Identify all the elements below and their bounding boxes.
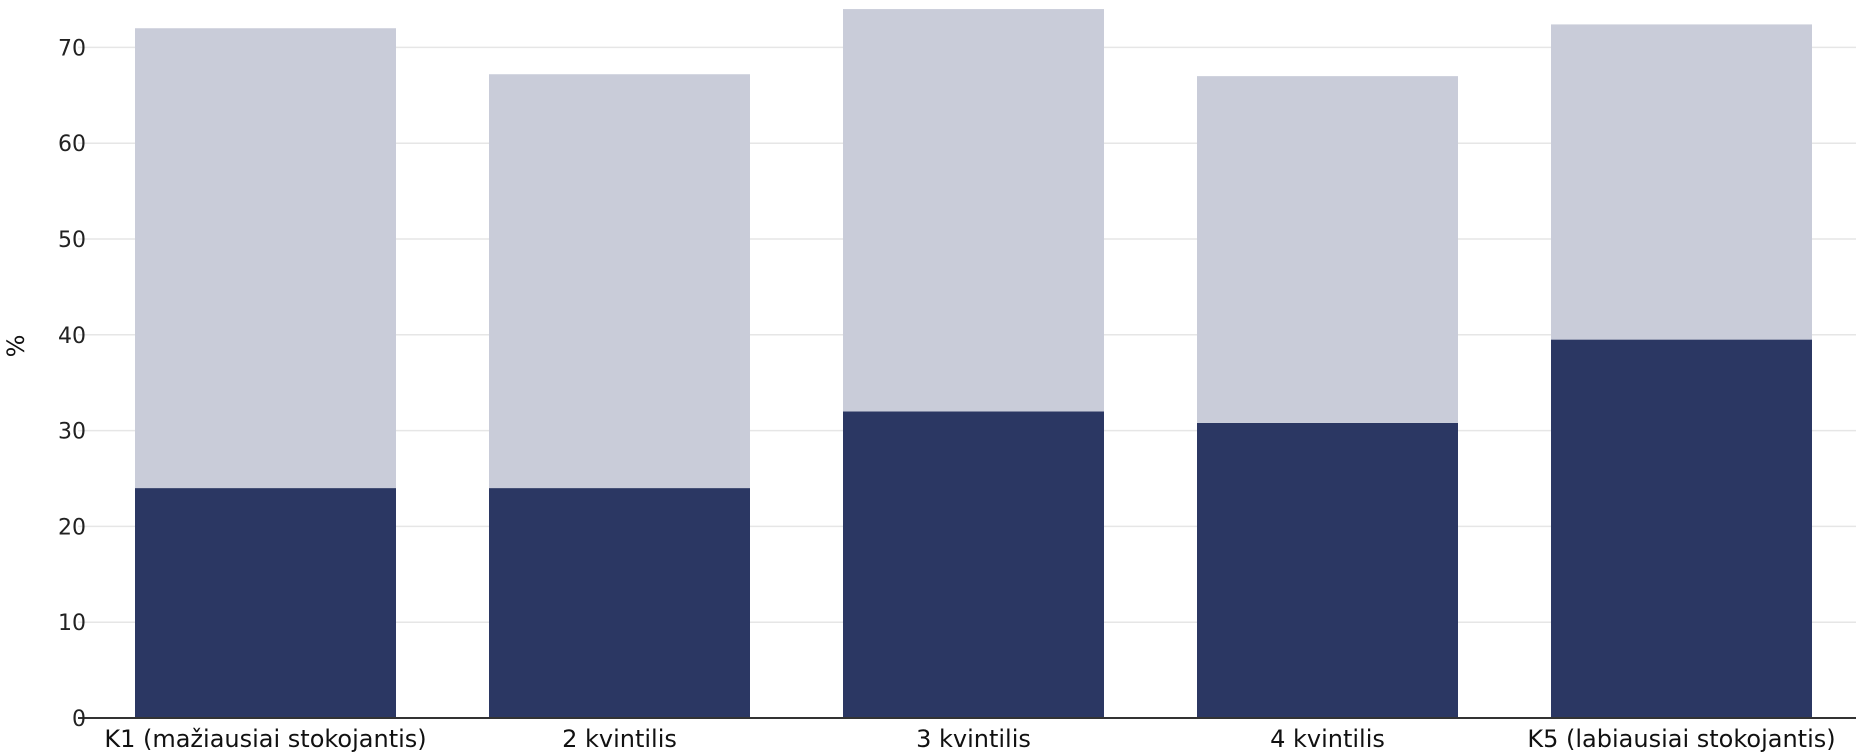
bar-segment-2 <box>489 74 750 489</box>
bar-segment-1 <box>135 488 396 718</box>
y-tick-label: 70 <box>58 36 86 61</box>
bar-segment-2 <box>843 9 1104 412</box>
x-category-label: K1 (mažiausiai stokojantis) <box>104 725 426 753</box>
y-tick-label: 0 <box>72 707 86 732</box>
x-axis-ticks: K1 (mažiausiai stokojantis) 2 kvintilis 3 … <box>104 725 1835 753</box>
bar-segment-1 <box>1551 339 1812 718</box>
x-category-label: 4 kvintilis <box>1270 725 1385 753</box>
x-category-label: K5 (labiausiai stokojantis) <box>1527 725 1835 753</box>
bar-segment-1 <box>843 411 1104 718</box>
bar-segment-1 <box>1197 422 1458 718</box>
bars <box>135 9 1812 718</box>
y-tick-label: 20 <box>58 515 86 540</box>
bar-segment-1 <box>489 488 750 718</box>
x-category-label: 2 kvintilis <box>562 725 677 753</box>
bar-segment-2 <box>1197 76 1458 423</box>
y-tick-label: 40 <box>58 324 86 349</box>
y-axis-ticks: 0 10 20 30 40 50 60 70 <box>58 36 86 732</box>
y-tick-label: 30 <box>58 420 86 445</box>
y-tick-label: 50 <box>58 228 86 253</box>
y-tick-label: 60 <box>58 132 86 157</box>
bar-segment-2 <box>1551 24 1812 340</box>
y-axis-title: % <box>2 335 30 358</box>
bar-segment-2 <box>135 28 396 489</box>
x-category-label: 3 kvintilis <box>916 725 1031 753</box>
y-tick-label: 10 <box>58 611 86 636</box>
